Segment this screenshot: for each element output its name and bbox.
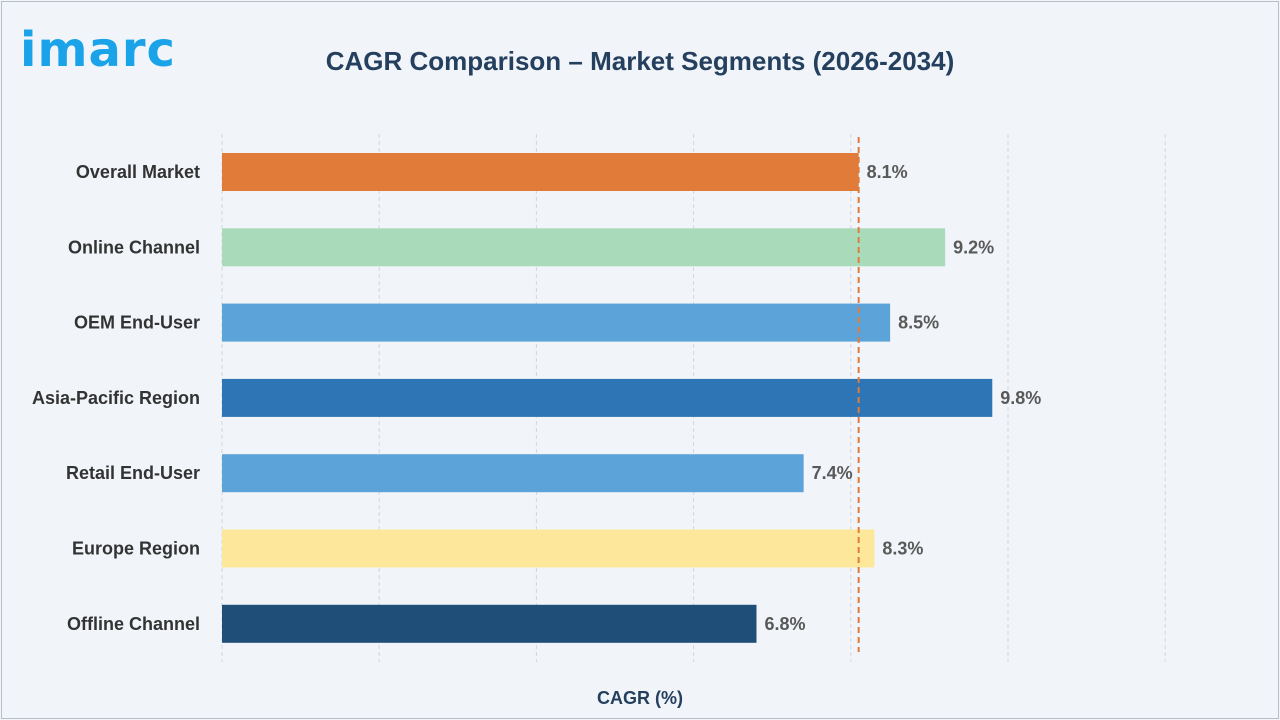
bars <box>222 153 993 643</box>
category-label-0: Overall Market <box>76 162 200 182</box>
category-label-1: Online Channel <box>68 237 200 257</box>
value-label-1: 9.2% <box>953 237 994 257</box>
value-label-5: 8.3% <box>882 539 923 559</box>
category-label-5: Europe Region <box>72 539 200 559</box>
value-label-0: 8.1% <box>867 162 908 182</box>
value-label-4: 7.4% <box>812 463 853 483</box>
grid-lines <box>221 134 1166 662</box>
x-axis-title: CAGR (%) <box>597 688 683 708</box>
value-label-3: 9.8% <box>1000 388 1041 408</box>
bar-5 <box>222 529 875 568</box>
category-label-3: Asia-Pacific Region <box>32 388 200 408</box>
imarc-logo: imarc <box>20 22 176 78</box>
labels: Overall Market 8.1% Online Channel 9.2% OEM … <box>32 162 1041 634</box>
category-label-6: Offline Channel <box>67 614 200 634</box>
value-label-6: 6.8% <box>764 614 805 634</box>
bar-3 <box>222 378 993 417</box>
bar-6 <box>222 604 757 643</box>
bar-0 <box>222 153 859 191</box>
bar-1 <box>222 228 946 267</box>
value-label-2: 8.5% <box>898 313 939 333</box>
category-label-2: OEM End-User <box>74 313 200 333</box>
bar-2 <box>222 303 891 342</box>
chart-title: CAGR Comparison – Market Segments (2026-… <box>325 46 955 76</box>
bar-4 <box>222 454 804 493</box>
category-label-4: Retail End-User <box>66 463 200 483</box>
